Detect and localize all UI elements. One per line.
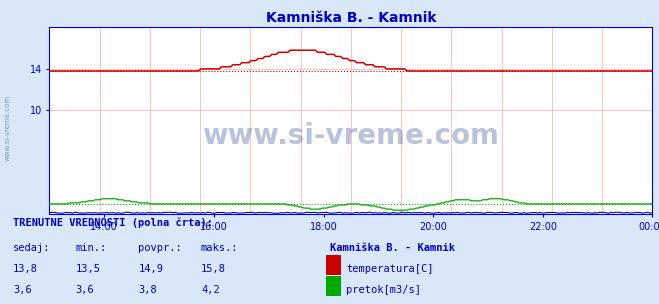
Text: 3,6: 3,6 bbox=[13, 285, 32, 295]
Text: www.si-vreme.com: www.si-vreme.com bbox=[202, 122, 500, 150]
Text: min.:: min.: bbox=[76, 243, 107, 253]
Text: 4,2: 4,2 bbox=[201, 285, 219, 295]
Text: 13,8: 13,8 bbox=[13, 264, 38, 274]
Text: 3,6: 3,6 bbox=[76, 285, 94, 295]
Text: sedaj:: sedaj: bbox=[13, 243, 51, 253]
Text: Kamniška B. - Kamnik: Kamniška B. - Kamnik bbox=[330, 243, 455, 253]
Text: maks.:: maks.: bbox=[201, 243, 239, 253]
Text: pretok[m3/s]: pretok[m3/s] bbox=[346, 285, 421, 295]
Title: Kamniška B. - Kamnik: Kamniška B. - Kamnik bbox=[266, 11, 436, 25]
Text: 14,9: 14,9 bbox=[138, 264, 163, 274]
Text: TRENUTNE VREDNOSTI (polna črta):: TRENUTNE VREDNOSTI (polna črta): bbox=[13, 218, 213, 229]
Text: povpr.:: povpr.: bbox=[138, 243, 182, 253]
Text: 13,5: 13,5 bbox=[76, 264, 101, 274]
Text: 15,8: 15,8 bbox=[201, 264, 226, 274]
Text: temperatura[C]: temperatura[C] bbox=[346, 264, 434, 274]
Text: www.si-vreme.com: www.si-vreme.com bbox=[5, 95, 11, 161]
Text: 3,8: 3,8 bbox=[138, 285, 157, 295]
